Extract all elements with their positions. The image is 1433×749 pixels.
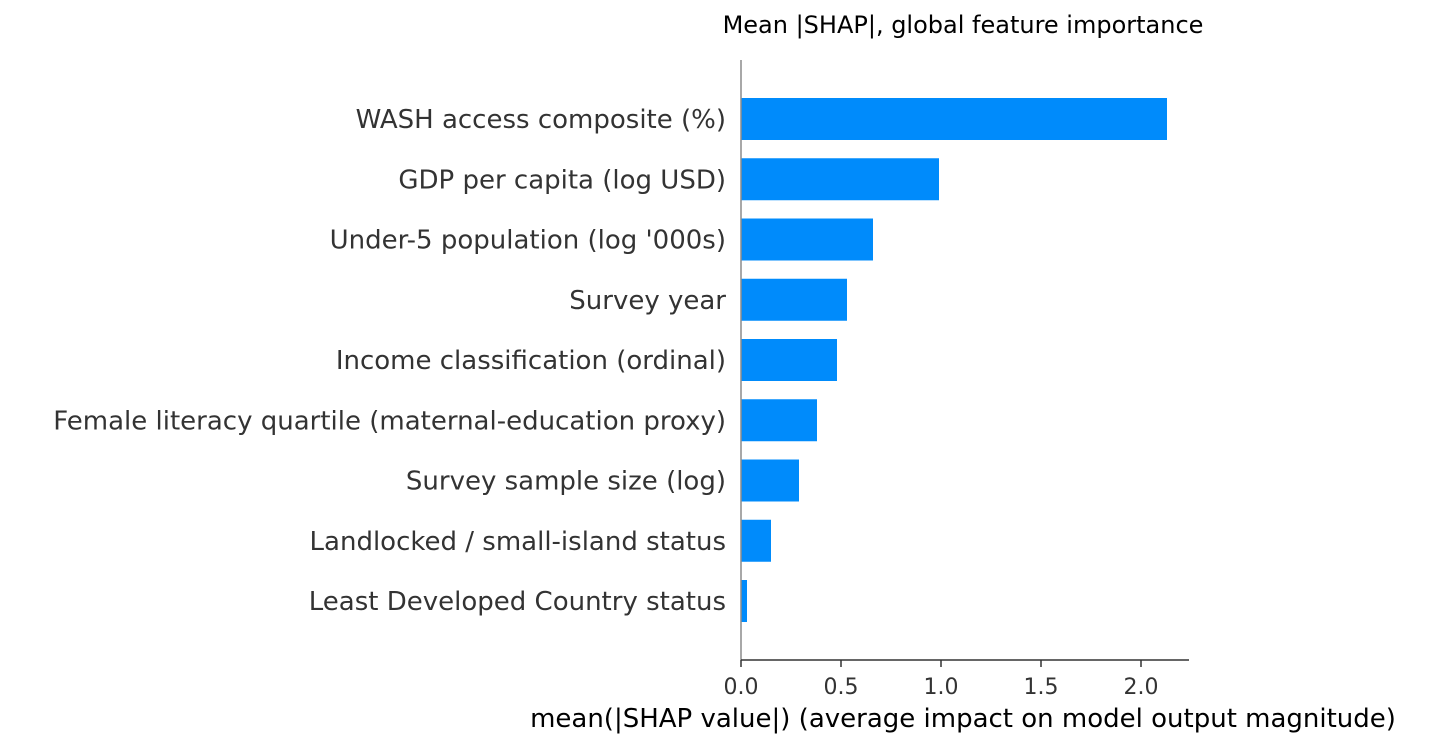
x-tick-label-1: 0.5: [824, 675, 859, 700]
category-label-1: GDP per capita (log USD): [398, 165, 726, 195]
chart-title: Mean |SHAP|, global feature importance: [723, 11, 1204, 39]
x-tick-label-3: 1.5: [1024, 675, 1059, 700]
category-label-7: Landlocked / small-island status: [310, 527, 726, 557]
x-tick-label-2: 1.0: [924, 675, 959, 700]
category-label-4: Income classification (ordinal): [336, 346, 726, 376]
bar-6: [741, 459, 799, 502]
x-tick-label-4: 2.0: [1124, 675, 1159, 700]
bar-2: [741, 218, 873, 261]
x-ticks: 0.0 0.5 1.0 1.5 2.0: [724, 660, 1159, 700]
bar-0: [741, 98, 1167, 140]
category-label-8: Least Developed Country status: [309, 587, 726, 617]
x-axis-label: mean(|SHAP value|) (average impact on mo…: [530, 704, 1396, 734]
bar-4: [741, 339, 837, 381]
category-labels: WASH access composite (%) GDP per capita …: [53, 105, 726, 617]
bar-5: [741, 399, 817, 442]
x-tick-label-0: 0.0: [724, 675, 759, 700]
bar-3: [741, 278, 847, 321]
bar-8: [741, 580, 747, 622]
category-label-2: Under-5 population (log '000s): [330, 226, 726, 256]
category-label-3: Survey year: [569, 286, 726, 316]
bar-7: [741, 519, 771, 562]
bars-group: [741, 98, 1167, 622]
category-label-6: Survey sample size (log): [406, 467, 726, 497]
bar-1: [741, 158, 939, 201]
category-label-5: Female literacy quartile (maternal-educa…: [53, 406, 726, 436]
category-label-0: WASH access composite (%): [356, 105, 726, 135]
